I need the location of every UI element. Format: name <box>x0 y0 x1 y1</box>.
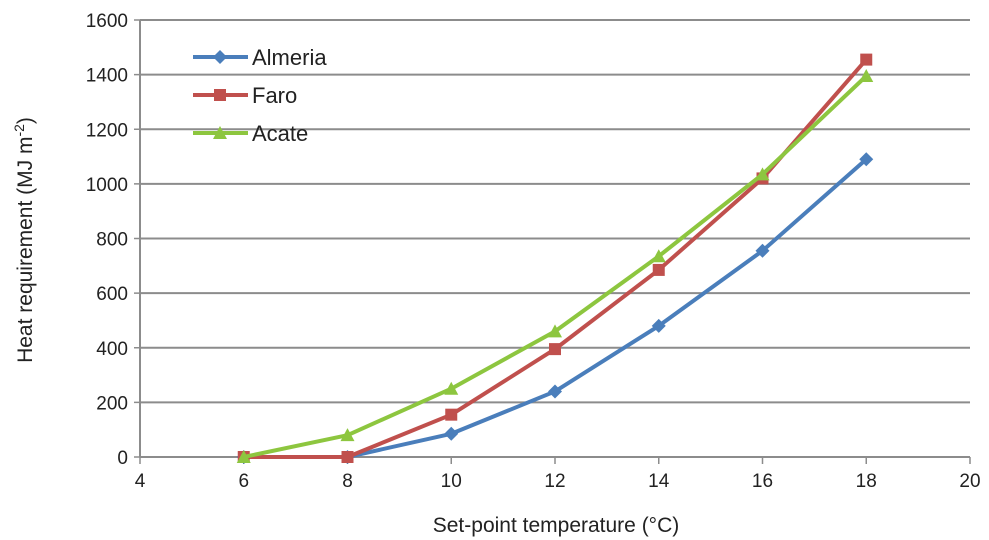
y-tick-label: 600 <box>96 284 128 305</box>
data-point-faro <box>549 343 561 356</box>
data-point-acate <box>755 167 770 181</box>
y-tick-label: 1400 <box>86 66 128 87</box>
y-tick-label: 1600 <box>86 11 128 32</box>
legend-label-acate: Acate <box>252 121 308 146</box>
legend-marker-faro <box>214 89 226 101</box>
series-almeria <box>236 152 874 464</box>
gridlines <box>140 19 970 404</box>
data-point-faro <box>341 451 354 463</box>
x-tick-label: 20 <box>959 471 980 492</box>
x-tick-label: 12 <box>544 471 565 492</box>
y-tick-label: 200 <box>96 393 128 414</box>
legend-marker-acate <box>213 126 227 139</box>
data-point-acate <box>548 324 562 338</box>
data-point-almeria <box>651 318 666 333</box>
series-acate <box>236 68 874 463</box>
y-tick-label: 400 <box>96 339 128 360</box>
y-tick-label: 1200 <box>86 120 128 141</box>
x-tick-label: 6 <box>238 471 249 492</box>
y-tick-label: 0 <box>117 448 128 469</box>
data-point-faro <box>445 408 458 421</box>
y-axis-title-superscript: -2 <box>11 124 27 137</box>
x-axis-title: Set-point temperature (°C) <box>433 514 680 537</box>
data-point-almeria <box>859 152 874 167</box>
legend-label-almeria: Almeria <box>252 45 327 70</box>
data-point-acate <box>444 381 459 395</box>
data-point-acate <box>340 428 355 442</box>
data-point-faro <box>860 53 873 66</box>
y-tick-label: 1000 <box>86 175 128 196</box>
data-point-almeria <box>444 426 459 441</box>
legend-marker-almeria <box>213 50 227 64</box>
y-axis-title-main: Heat requirement (MJ m <box>14 137 37 363</box>
data-point-acate <box>236 450 251 463</box>
x-tick-label: 16 <box>752 471 773 492</box>
x-tick-label: 18 <box>856 471 877 492</box>
data-point-almeria <box>548 384 562 399</box>
series-line-acate <box>243 74 868 459</box>
legend-label-faro: Faro <box>252 83 297 108</box>
y-tick-labels: 0 200 400 600 800 1000 1200 1400 1600 <box>86 11 128 469</box>
x-tick-labels: 4 6 8 10 12 14 16 18 20 <box>135 471 981 492</box>
data-point-faro <box>652 263 665 276</box>
x-tick-label: 10 <box>441 471 462 492</box>
y-tick-label: 800 <box>96 230 128 251</box>
x-tick-label: 4 <box>135 471 146 492</box>
series-group <box>236 53 874 464</box>
series-line-almeria <box>243 157 868 459</box>
y-axis-title-close: ) <box>14 117 37 124</box>
data-point-acate <box>859 68 874 82</box>
x-tick-label: 14 <box>648 471 670 492</box>
data-point-acate <box>651 249 666 263</box>
data-point-almeria <box>755 243 770 258</box>
y-axis-title: Heat requirement (MJ m-2) <box>11 117 37 363</box>
legend: Almeria Faro Acate <box>193 45 327 146</box>
x-tick-label: 8 <box>342 471 353 492</box>
